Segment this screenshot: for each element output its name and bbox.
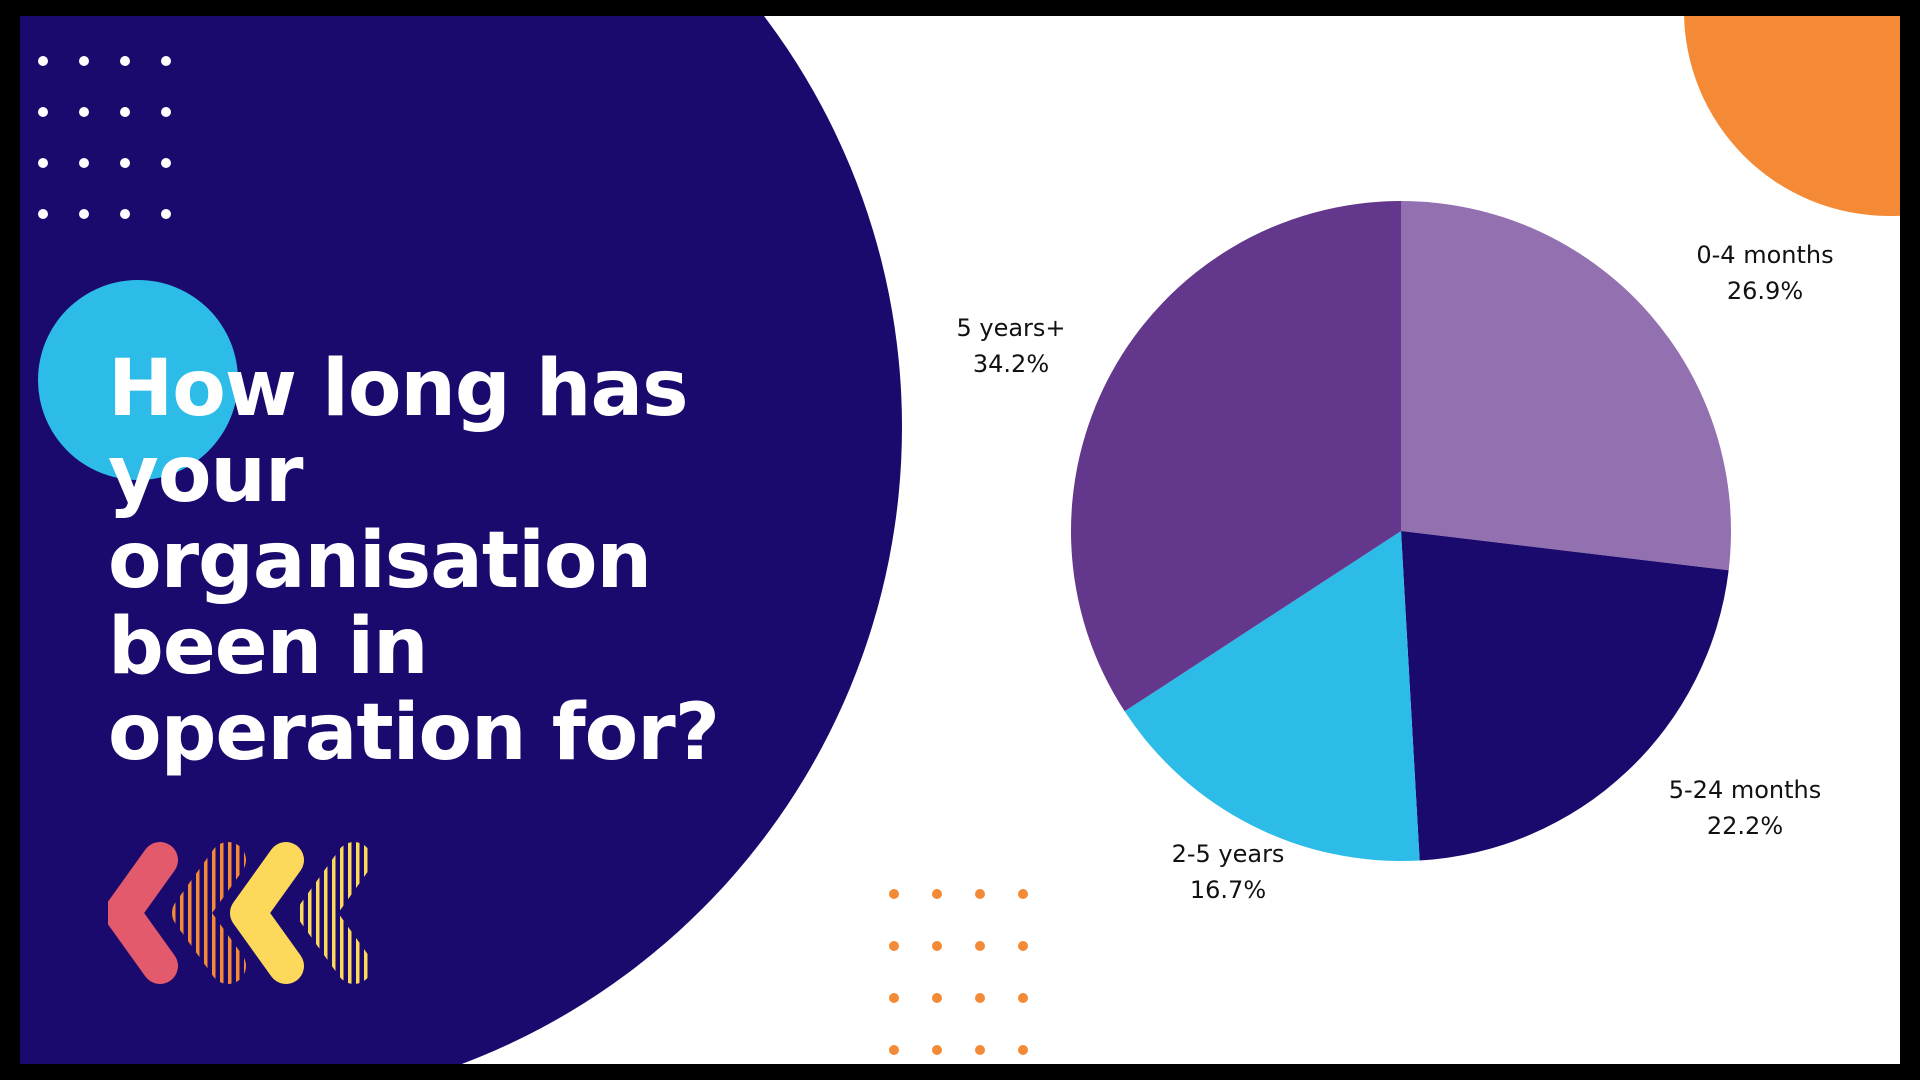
decorative-dot bbox=[1018, 1045, 1028, 1055]
chevron-red bbox=[108, 842, 178, 984]
decorative-dot bbox=[975, 941, 985, 951]
slide: How long has your organisation been in o… bbox=[20, 16, 1900, 1064]
decorative-dot bbox=[79, 209, 89, 219]
blue-accent-circle bbox=[38, 280, 238, 480]
chevron-yellow bbox=[230, 842, 304, 984]
decorative-dot bbox=[932, 993, 942, 1003]
slide-title: How long has your organisation been in o… bbox=[108, 344, 720, 778]
decorative-dot bbox=[889, 941, 899, 951]
slice-label: 5 years+ bbox=[956, 314, 1065, 342]
slice-value-label: 16.7% bbox=[1190, 876, 1266, 904]
slice-value-label: 34.2% bbox=[973, 350, 1049, 378]
decorative-dot bbox=[38, 209, 48, 219]
decorative-dot bbox=[161, 209, 171, 219]
pie-slice bbox=[1124, 531, 1420, 861]
decorative-dot bbox=[932, 1045, 942, 1055]
decorative-dot bbox=[161, 158, 171, 168]
decorative-dot bbox=[161, 107, 171, 117]
decorative-dot bbox=[932, 941, 942, 951]
decorative-dot bbox=[79, 107, 89, 117]
decorative-dot bbox=[120, 158, 130, 168]
pie-chart: 0-4 months 26.9% 5-24 months 22.2% 2-5 years… bbox=[956, 200, 1834, 904]
decorative-dot bbox=[38, 56, 48, 66]
chevron-arrows-icon bbox=[108, 842, 372, 984]
decorative-dot bbox=[1018, 993, 1028, 1003]
pie-slice bbox=[1070, 200, 1401, 712]
decorative-dot bbox=[120, 107, 130, 117]
decorative-dot bbox=[889, 889, 899, 899]
decorative-dot bbox=[120, 56, 130, 66]
decorative-dot bbox=[161, 56, 171, 66]
chevron-striped-yellow bbox=[298, 842, 372, 984]
slice-label: 2-5 years bbox=[1172, 840, 1285, 868]
decorative-dot bbox=[1018, 941, 1028, 951]
chevron-striped-orange bbox=[172, 842, 246, 984]
decorative-dot bbox=[889, 1045, 899, 1055]
slice-label: 5-24 months bbox=[1669, 776, 1822, 804]
decorative-dot bbox=[38, 158, 48, 168]
slice-value-label: 26.9% bbox=[1727, 277, 1803, 305]
pie-slice bbox=[1401, 201, 1731, 571]
decorative-dot bbox=[975, 993, 985, 1003]
decorative-dot bbox=[120, 209, 130, 219]
decorative-dot bbox=[889, 993, 899, 1003]
decorative-dot bbox=[79, 56, 89, 66]
decorative-dot bbox=[1018, 889, 1028, 899]
decorative-dot bbox=[975, 889, 985, 899]
decorative-dot bbox=[79, 158, 89, 168]
slice-value-label: 22.2% bbox=[1707, 812, 1783, 840]
decorative-dot bbox=[975, 1045, 985, 1055]
decorative-dot bbox=[932, 889, 942, 899]
decorative-dot bbox=[38, 107, 48, 117]
pie-slice bbox=[1401, 531, 1729, 861]
slice-label: 0-4 months bbox=[1696, 241, 1833, 269]
